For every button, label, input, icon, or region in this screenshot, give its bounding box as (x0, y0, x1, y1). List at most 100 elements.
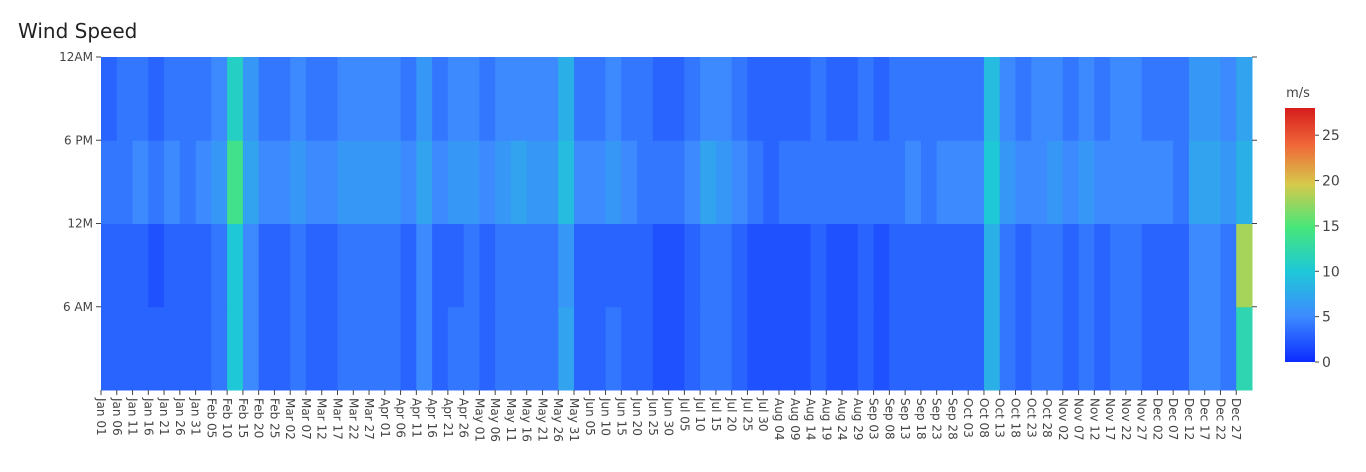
heatmap-cell (1110, 57, 1127, 141)
heatmap-cell (337, 306, 354, 391)
x-tick-label: Dec 22 (1213, 398, 1227, 440)
heatmap-cell (810, 223, 827, 308)
heatmap-cell (873, 306, 890, 391)
heatmap-cell (794, 306, 812, 391)
heatmap-cell (1047, 306, 1064, 391)
heatmap-cell (1047, 140, 1064, 224)
x-tick-label: Mar 22 (346, 398, 360, 440)
heatmap-cell (1188, 57, 1206, 141)
x-tick-label: Jun 15 (614, 397, 628, 436)
heatmap-cell (668, 223, 685, 308)
x-tick-label: May 31 (567, 398, 581, 442)
heatmap-cell (700, 57, 717, 141)
heatmap-cell (384, 57, 402, 141)
heatmap-cell (1110, 223, 1127, 308)
heatmap-cell (574, 306, 591, 391)
heatmap-cell (558, 223, 575, 308)
heatmap-cell (920, 223, 938, 308)
heatmap-cell (826, 57, 843, 141)
heatmap-cell (495, 306, 512, 391)
heatmap-cell (179, 306, 197, 391)
heatmap-cell (968, 140, 985, 224)
heatmap-cell (747, 306, 764, 391)
heatmap-cell (1125, 223, 1143, 308)
heatmap-cell (574, 57, 591, 141)
heatmap-cell (1141, 223, 1158, 308)
heatmap-cell (416, 140, 433, 224)
chart-title: Wind Speed (18, 19, 137, 43)
x-tick-label: Jan 06 (110, 397, 124, 436)
heatmap-cell (258, 57, 275, 141)
x-tick-label: Oct 28 (1040, 398, 1054, 438)
heatmap-cell (1204, 57, 1221, 141)
heatmap-cell (589, 223, 607, 308)
x-tick-label: Feb 10 (220, 398, 234, 438)
heatmap-cell (952, 306, 969, 391)
heatmap-cell (195, 306, 212, 391)
heatmap-cell (510, 140, 528, 224)
heatmap-cell (353, 140, 370, 224)
heatmap-cell (116, 57, 134, 141)
heatmap-cell (526, 306, 543, 391)
heatmap-cell (715, 57, 733, 141)
heatmap-cell (242, 57, 260, 141)
heatmap-cell (195, 223, 212, 308)
heatmap-cell (258, 223, 275, 308)
heatmap-cell (968, 223, 985, 308)
x-tick-label: Apr 21 (441, 398, 455, 438)
heatmap-cell (810, 57, 827, 141)
heatmap-cell (1204, 223, 1221, 308)
heatmap-cell (526, 57, 543, 141)
heatmap-cell (637, 57, 654, 141)
x-tick-label: Aug 14 (804, 398, 818, 441)
x-tick-label: Mar 27 (362, 398, 376, 440)
heatmap-cell (463, 306, 480, 391)
heatmap-cell (1173, 57, 1190, 141)
heatmap-cell (274, 140, 291, 224)
x-tick-label: Jun 10 (599, 397, 613, 436)
heatmap-cell (369, 140, 386, 224)
heatmap-cell (211, 140, 228, 224)
x-tick-label: Nov 07 (1072, 398, 1086, 441)
heatmap-cell (353, 57, 370, 141)
colorbar (1285, 108, 1315, 362)
heatmap-cell (369, 223, 386, 308)
heatmap-cell (353, 306, 370, 391)
heatmap-cell (132, 306, 149, 391)
heatmap-cell (857, 140, 875, 224)
heatmap-cell (1015, 306, 1032, 391)
heatmap-cell (794, 140, 812, 224)
heatmap-cell (479, 57, 496, 141)
heatmap-cell (747, 140, 764, 224)
x-tick-label: Jun 30 (662, 397, 676, 436)
x-tick-label: May 11 (504, 398, 518, 442)
heatmap-cell (700, 140, 717, 224)
heatmap-cell (936, 223, 953, 308)
heatmap-cell (164, 57, 181, 141)
heatmap-cell (1078, 57, 1095, 141)
heatmap-cell (936, 140, 953, 224)
heatmap-cell (227, 306, 244, 391)
heatmap-cell (242, 306, 260, 391)
heatmap-cell (164, 223, 181, 308)
x-tick-label: Aug 04 (772, 398, 786, 441)
colorbar-tick-label: 20 (1322, 174, 1340, 190)
x-tick-label: Oct 18 (1008, 398, 1022, 438)
heatmap-cell (842, 57, 859, 141)
x-tick-label: Sep 03 (867, 398, 881, 440)
x-tick-label: Aug 29 (851, 398, 865, 441)
heatmap-cell (495, 57, 512, 141)
heatmap-cell (621, 223, 638, 308)
heatmap-cell (290, 57, 307, 141)
heatmap-cell (1236, 57, 1253, 141)
x-tick-label: Jan 21 (157, 397, 171, 436)
heatmap-cell (432, 306, 449, 391)
x-tick-label: Apr 11 (409, 398, 423, 438)
heatmap-cell (132, 223, 149, 308)
heatmap-cell (983, 306, 1001, 391)
x-tick-label: Apr 01 (378, 398, 392, 438)
x-tick-label: Jul 20 (725, 397, 739, 432)
x-tick-label: Mar 07 (299, 398, 313, 440)
heatmap-cell (1188, 306, 1206, 391)
heatmap-cell (1094, 306, 1111, 391)
